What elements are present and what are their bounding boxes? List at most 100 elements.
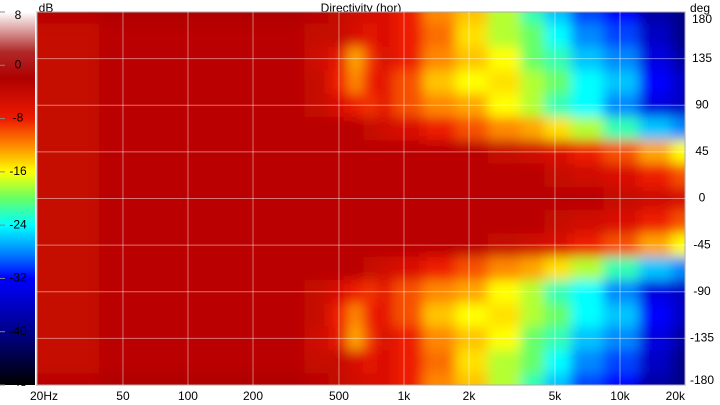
heat-cell	[671, 350, 685, 374]
heat-cell	[376, 303, 395, 328]
heat-cell	[603, 93, 640, 118]
heat-cell	[363, 186, 378, 211]
heat-cell	[347, 46, 364, 71]
heat-cell	[138, 70, 172, 95]
heat-cell	[603, 210, 640, 234]
heat-cell	[603, 23, 640, 48]
heat-cell	[171, 140, 208, 165]
heat-cell	[347, 303, 364, 328]
heat-cell	[570, 326, 604, 351]
heat-cell	[98, 46, 140, 71]
heat-cell	[363, 163, 378, 188]
heat-cell	[272, 140, 306, 165]
heat-cell	[376, 46, 395, 71]
heat-cell	[376, 23, 395, 48]
heat-cell	[363, 350, 378, 374]
heat-cell	[37, 163, 57, 188]
heat-cell	[376, 116, 395, 141]
heat-cell	[455, 116, 489, 141]
heat-cell	[272, 186, 306, 211]
heat-cell	[671, 280, 685, 304]
heat-cell	[272, 303, 306, 328]
heat-cell	[239, 163, 273, 188]
heat-cell	[544, 140, 572, 165]
heat-cell	[488, 116, 522, 141]
heat-cell	[304, 12, 329, 25]
heat-cell	[98, 326, 140, 351]
heat-cell	[171, 350, 208, 374]
heat-cell	[570, 163, 604, 188]
heat-cell	[422, 70, 457, 95]
heat-cell	[393, 186, 424, 211]
heat-cell	[56, 93, 100, 118]
heat-cell	[488, 373, 522, 385]
heat-cell	[304, 140, 329, 165]
heat-cell	[138, 280, 172, 304]
heat-cell	[37, 326, 57, 351]
heat-cell	[455, 350, 489, 374]
heat-cell	[638, 70, 673, 95]
heat-cell	[376, 186, 395, 211]
heat-cell	[206, 12, 241, 25]
heat-cell	[328, 70, 349, 95]
heat-cell	[603, 256, 640, 281]
heat-cell	[171, 186, 208, 211]
heat-cell	[239, 373, 273, 385]
heat-cell	[56, 186, 100, 211]
heat-cell	[171, 70, 208, 95]
heat-cell	[603, 326, 640, 351]
heat-cell	[544, 303, 572, 328]
heat-cell	[376, 256, 395, 281]
heat-cell	[488, 93, 522, 118]
heat-cell	[520, 23, 545, 48]
heat-cell	[393, 350, 424, 374]
heat-cell	[138, 12, 172, 25]
heat-cell	[603, 280, 640, 304]
heat-cell	[393, 326, 424, 351]
heat-cell	[363, 12, 378, 25]
heat-cell	[272, 373, 306, 385]
heat-cell	[488, 233, 522, 258]
heat-cell	[56, 12, 100, 25]
heat-cell	[37, 303, 57, 328]
heat-cell	[328, 256, 349, 281]
heat-cell	[98, 23, 140, 48]
heat-cell	[171, 46, 208, 71]
heat-cell	[138, 140, 172, 165]
heat-cell	[37, 46, 57, 71]
heat-cell	[544, 186, 572, 211]
heat-cell	[544, 256, 572, 281]
colorbar-tick-label: -48	[9, 375, 27, 389]
heat-cell	[304, 233, 329, 258]
heat-cell	[272, 210, 306, 234]
heat-cell	[171, 256, 208, 281]
heat-cell	[520, 326, 545, 351]
heat-cell	[138, 163, 172, 188]
heat-cell	[544, 70, 572, 95]
heat-cell	[570, 350, 604, 374]
heat-cell	[328, 140, 349, 165]
heat-cell	[171, 116, 208, 141]
heat-cell	[671, 210, 685, 234]
heat-cell	[206, 163, 241, 188]
heat-cell	[304, 303, 329, 328]
heat-cell	[488, 350, 522, 374]
heat-cell	[488, 163, 522, 188]
heatmap	[37, 12, 685, 385]
heat-cell	[56, 233, 100, 258]
heat-cell	[376, 163, 395, 188]
heat-cell	[138, 23, 172, 48]
heat-cell	[455, 93, 489, 118]
heat-cell	[570, 280, 604, 304]
heat-cell	[206, 23, 241, 48]
heat-cell	[347, 326, 364, 351]
heat-cell	[239, 280, 273, 304]
heat-cell	[239, 46, 273, 71]
heat-cell	[544, 233, 572, 258]
heat-cell	[98, 12, 140, 25]
heat-cell	[328, 186, 349, 211]
heat-cell	[98, 140, 140, 165]
heat-cell	[422, 116, 457, 141]
heat-cell	[570, 303, 604, 328]
